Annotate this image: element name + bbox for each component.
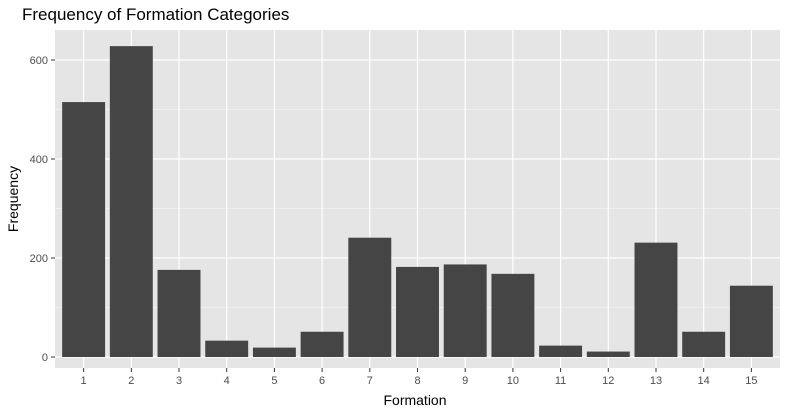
x-tick-label: 8 xyxy=(414,375,420,387)
x-tick-label: 6 xyxy=(319,375,325,387)
x-axis-title: Formation xyxy=(383,392,446,408)
bar-11 xyxy=(539,345,583,357)
x-tick-label: 2 xyxy=(128,375,134,387)
chart-title: Frequency of Formation Categories xyxy=(22,5,289,24)
x-tick-label: 15 xyxy=(745,375,757,387)
bars xyxy=(62,46,773,357)
bar-5 xyxy=(252,347,296,357)
y-axis-title: Frequency xyxy=(5,166,21,232)
x-tick-label: 9 xyxy=(462,375,468,387)
bar-7 xyxy=(348,237,392,357)
bar-3 xyxy=(157,269,201,357)
bar-2 xyxy=(109,46,153,357)
x-tick-label: 13 xyxy=(650,375,662,387)
x-tick-label: 3 xyxy=(176,375,182,387)
y-axis: 0 200 400 600 xyxy=(30,55,55,364)
bar-8 xyxy=(396,266,439,357)
y-tick-label: 200 xyxy=(30,253,48,265)
y-tick-label: 400 xyxy=(30,154,48,166)
x-tick-label: 5 xyxy=(271,375,277,387)
x-tick-label: 14 xyxy=(698,375,710,387)
x-tick-label: 4 xyxy=(224,375,230,387)
bar-9 xyxy=(443,264,487,357)
x-axis: 1 2 3 4 5 6 7 8 9 10 11 12 13 14 15 xyxy=(81,368,758,387)
x-tick-label: 12 xyxy=(602,375,614,387)
bar-10 xyxy=(491,273,535,357)
y-tick-label: 600 xyxy=(30,55,48,67)
bar-12 xyxy=(586,351,630,357)
x-tick-label: 7 xyxy=(367,375,373,387)
bar-14 xyxy=(682,331,726,357)
y-tick-label: 0 xyxy=(42,352,48,364)
x-tick-label: 10 xyxy=(507,375,519,387)
bar-4 xyxy=(205,340,249,357)
bar-1 xyxy=(62,102,106,357)
bar-13 xyxy=(634,242,678,357)
bar-6 xyxy=(300,331,344,357)
x-tick-label: 11 xyxy=(555,375,566,387)
bar-15 xyxy=(729,285,773,357)
x-tick-label: 1 xyxy=(81,375,87,387)
